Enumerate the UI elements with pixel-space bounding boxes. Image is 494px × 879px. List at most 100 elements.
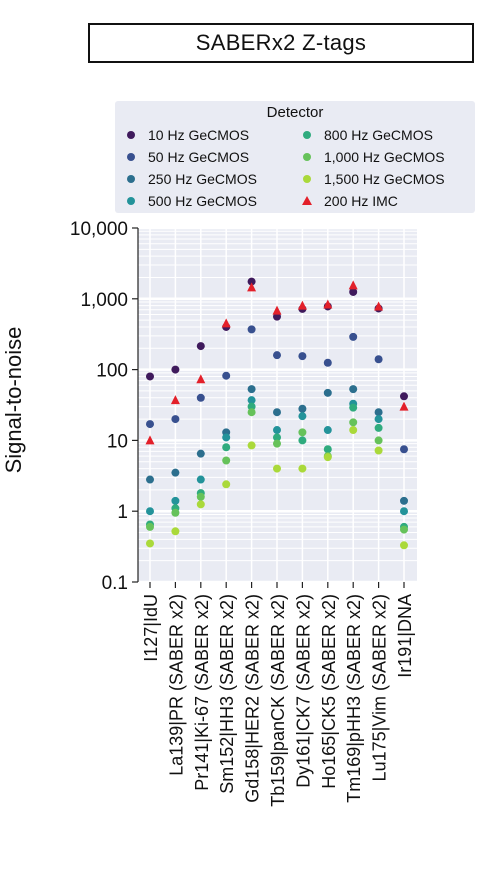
chart-title: SABERx2 Z-tags	[88, 23, 474, 63]
data-point	[146, 507, 154, 516]
data-point	[349, 287, 358, 296]
data-point	[298, 412, 307, 421]
data-point	[196, 475, 205, 484]
legend-label: 250 Hz GeCMOS	[148, 171, 257, 187]
data-point	[273, 439, 281, 448]
data-point-triangle	[374, 301, 384, 311]
data-point	[247, 396, 256, 405]
y-tick-label: 100	[96, 361, 128, 382]
legend-item-200hz-imc: 200 Hz IMC	[300, 193, 398, 209]
data-point	[222, 443, 231, 452]
x-tick-label: La139|PR (SABER x2)	[166, 594, 186, 776]
data-point	[171, 415, 180, 424]
circle-marker-icon	[124, 150, 138, 164]
data-point	[374, 446, 383, 455]
data-point	[196, 393, 205, 402]
data-point	[400, 525, 408, 534]
data-point	[196, 449, 205, 458]
data-point	[247, 385, 256, 394]
data-point	[323, 426, 332, 435]
x-tick-label: Lu175|Vim (SABER x2)	[370, 594, 390, 781]
data-point	[247, 402, 256, 411]
data-point-triangle	[399, 401, 409, 411]
data-point	[171, 365, 180, 374]
data-point-triangle	[145, 435, 155, 445]
data-point	[273, 464, 281, 473]
data-point-triangle	[221, 318, 231, 328]
data-point	[323, 445, 332, 454]
y-tick-label: 1,000	[80, 290, 128, 311]
data-point	[349, 385, 358, 394]
legend-item-50hz: 50 Hz GeCMOS	[124, 149, 249, 165]
data-point	[222, 456, 231, 465]
legend-item-800hz: 800 Hz GeCMOS	[300, 127, 433, 143]
data-point	[247, 408, 256, 417]
data-point	[349, 332, 358, 341]
data-point	[400, 541, 408, 550]
legend-item-500hz: 500 Hz GeCMOS	[124, 193, 257, 209]
data-point	[374, 355, 383, 364]
data-point-triangle	[297, 300, 307, 310]
data-point-triangle	[348, 280, 358, 290]
x-tick-label: Dy161|CK7 (SABER x2)	[293, 594, 313, 788]
legend-item-1500hz: 1,500 Hz GeCMOS	[300, 171, 445, 187]
triangle-marker-icon	[300, 194, 314, 208]
circle-marker-icon	[300, 128, 314, 142]
x-tick-label: Ir191|DNA	[395, 594, 415, 678]
data-point	[146, 522, 154, 531]
legend-item-250hz: 250 Hz GeCMOS	[124, 171, 257, 187]
data-point	[146, 420, 154, 429]
data-point	[171, 496, 180, 505]
x-tick-label: I127|IdU	[141, 594, 161, 662]
legend-label: 500 Hz GeCMOS	[148, 193, 257, 209]
data-point	[273, 433, 281, 442]
data-point	[247, 325, 256, 334]
data-point	[222, 371, 231, 380]
y-tick-label: 1	[117, 502, 128, 523]
data-point-triangle	[323, 299, 333, 309]
data-point	[298, 352, 307, 361]
legend-label: 1,000 Hz GeCMOS	[324, 149, 445, 165]
data-point	[146, 475, 154, 484]
legend-label: 1,500 Hz GeCMOS	[324, 171, 445, 187]
data-point	[298, 436, 307, 445]
data-point	[171, 508, 180, 517]
legend-label: 800 Hz GeCMOS	[324, 127, 433, 143]
data-point	[298, 404, 307, 413]
legend: Detector 10 Hz GeCMOS 50 Hz GeCMOS 250 H…	[115, 101, 475, 213]
data-point	[196, 500, 205, 509]
legend-item-10hz: 10 Hz GeCMOS	[124, 127, 249, 143]
data-point-triangle	[170, 395, 180, 405]
x-tick-label: Gd158|HER2 (SABER x2)	[243, 594, 263, 803]
data-point-triangle	[272, 305, 282, 315]
data-point	[374, 408, 383, 417]
data-point	[196, 492, 205, 501]
data-point	[349, 403, 358, 412]
data-point	[400, 507, 408, 516]
data-point-triangle	[247, 282, 257, 292]
data-point	[323, 358, 332, 367]
legend-label: 10 Hz GeCMOS	[148, 127, 250, 143]
data-point	[323, 388, 332, 397]
circle-marker-icon	[124, 128, 138, 142]
x-tick-label: Tm169|pHH3 (SABER x2)	[344, 594, 364, 803]
data-point	[374, 423, 383, 432]
circle-marker-icon	[124, 172, 138, 186]
data-point	[146, 539, 154, 548]
legend-item-1000hz: 1,000 Hz GeCMOS	[300, 149, 445, 165]
data-point	[146, 372, 154, 381]
y-tick-label: 0.1	[102, 573, 128, 594]
y-tick-label: 10,000	[70, 219, 128, 240]
data-point	[171, 527, 180, 536]
circle-marker-icon	[124, 194, 138, 208]
data-point	[222, 433, 231, 442]
circle-marker-icon	[300, 150, 314, 164]
data-point	[298, 464, 307, 473]
data-point	[273, 351, 281, 360]
x-tick-label: Sm152|HH3 (SABER x2)	[217, 594, 237, 794]
data-point	[247, 441, 256, 450]
data-point	[171, 468, 180, 477]
x-tick-label: Tb159|panCK (SABER x2)	[268, 594, 288, 807]
data-point	[374, 415, 383, 424]
